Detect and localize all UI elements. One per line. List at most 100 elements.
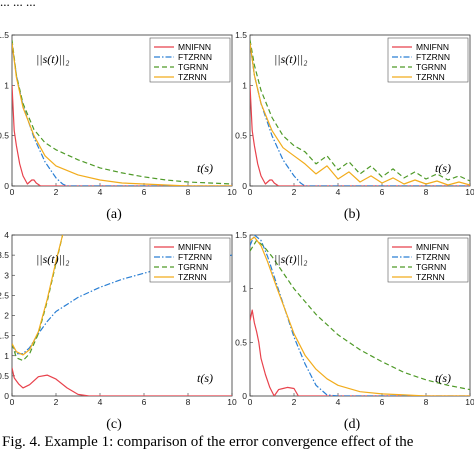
y-tick-label: 3	[4, 270, 9, 280]
figure-caption: Fig. 4. Example 1: comparison of the err…	[2, 434, 414, 450]
x-tick-label: 0	[10, 187, 15, 197]
y-tick-label: 0.5	[0, 131, 9, 141]
x-tick-label: 8	[186, 187, 191, 197]
series-line-tzrnn	[250, 43, 470, 186]
subfigure-label-a: (a)	[106, 207, 122, 222]
y-tick-label: 1	[4, 80, 9, 90]
norm-label: ||s(t)||₂	[274, 52, 307, 66]
legend-label: FTZRNN	[416, 252, 450, 262]
x-tick-label: 6	[142, 397, 147, 407]
time-axis-label: t(s)	[197, 161, 213, 175]
series-line-mnifnn	[12, 367, 232, 396]
series-line-tzrnn	[12, 43, 232, 186]
x-tick-label: 0	[10, 397, 15, 407]
y-tick-label: 1	[242, 80, 247, 90]
legend-label: MNIFNN	[416, 42, 449, 52]
legend-label: TZRNN	[416, 72, 445, 82]
series-line-tzrnn	[12, 235, 64, 356]
y-tick-label: 1.5	[235, 30, 247, 40]
x-tick-label: 8	[424, 397, 429, 407]
series-group	[12, 39, 232, 186]
y-tick-label: 2	[4, 311, 9, 321]
series-group	[250, 235, 470, 396]
y-tick-label: 4	[4, 230, 9, 240]
panel-c: 0 2 4 6 8 10 0 0.5 1 1.5 2 2.5 3 3.5 4 ||s(t)||₂ t(s) MNI…	[0, 230, 237, 407]
time-axis-label: t(s)	[435, 161, 451, 175]
legend-label: MNIFNN	[416, 242, 449, 252]
legend-label: FTZRNN	[178, 252, 212, 262]
series-line-mnifnn	[12, 85, 232, 186]
y-tick-label: 1.5	[0, 30, 9, 40]
legend-label: TGRNN	[416, 62, 446, 72]
series-group	[250, 39, 470, 186]
x-tick-label: 8	[186, 397, 191, 407]
series-line-tzrnn	[250, 236, 470, 396]
legend-label: TGRNN	[416, 262, 446, 272]
legend-label: FTZRNN	[416, 52, 450, 62]
y-tick-label: 0	[242, 181, 247, 191]
legend-label: FTZRNN	[178, 52, 212, 62]
norm-label: ||s(t)||₂	[36, 52, 69, 66]
series-line-tgrnn	[250, 239, 470, 391]
legend-label: TZRNN	[416, 272, 445, 282]
x-tick-label: 4	[336, 397, 341, 407]
x-tick-label: 4	[336, 187, 341, 197]
y-tick-label: 3.5	[0, 250, 9, 260]
x-tick-label: 10	[465, 187, 474, 197]
series-line-tgrnn	[12, 39, 232, 185]
x-tick-label: 6	[380, 187, 385, 197]
x-tick-label: 4	[98, 187, 103, 197]
series-line-tgrnn	[250, 39, 470, 182]
y-tick-label: 0	[242, 391, 247, 401]
legend-box	[149, 237, 231, 283]
panel-b: 0 2 4 6 8 10 0 0.5 1 1.5 ||s(t)||₂ t(s) MNIFNNFTZRNN…	[235, 30, 474, 197]
x-tick-label: 8	[424, 187, 429, 197]
y-tick-label: 2.5	[0, 290, 9, 300]
y-tick-label: 1.5	[235, 230, 247, 240]
x-tick-label: 2	[54, 397, 59, 407]
legend-label: TZRNN	[178, 72, 207, 82]
norm-label: ||s(t)||₂	[274, 252, 307, 266]
legend-box	[387, 237, 469, 283]
series-line-mnifnn	[250, 85, 470, 186]
subfigure-label-b: (b)	[344, 207, 361, 222]
x-tick-label: 10	[227, 187, 237, 197]
norm-label: ||s(t)||₂	[36, 252, 69, 266]
y-tick-label: 1	[242, 284, 247, 294]
y-tick-label: 1	[4, 351, 9, 361]
subfigure-label-d: (d)	[344, 417, 361, 432]
legend-label: TGRNN	[178, 62, 208, 72]
y-tick-label: 1.5	[0, 331, 9, 341]
x-tick-label: 0	[248, 397, 253, 407]
y-tick-label: 0.5	[0, 371, 9, 381]
x-tick-label: 10	[465, 397, 474, 407]
legend-label: TGRNN	[178, 262, 208, 272]
panel-d: 0 2 4 6 8 10 0 0.5 1 1.5 ||s(t)||₂ t(s) MNIFNNFTZRNN…	[235, 230, 474, 407]
x-tick-label: 2	[54, 187, 59, 197]
legend-label: MNIFNN	[178, 242, 211, 252]
y-tick-label: 0.5	[235, 337, 247, 347]
x-tick-label: 10	[227, 397, 237, 407]
x-tick-label: 6	[142, 187, 147, 197]
x-tick-label: 4	[98, 397, 103, 407]
series-line-tgrnn	[12, 235, 64, 362]
y-tick-label: 0	[4, 391, 9, 401]
legend-label: MNIFNN	[178, 42, 211, 52]
series-group	[12, 235, 232, 396]
subfigure-label-c: (c)	[106, 417, 122, 432]
x-tick-label: 2	[292, 397, 297, 407]
panel-a: 0 2 4 6 8 10 0 0.5 1 1.5 ||s(t)||₂ t(s) MNIFNNFTZRNN…	[0, 30, 237, 197]
legend-label: TZRNN	[178, 272, 207, 282]
top-cut-text: ... ... ...	[0, 0, 36, 9]
y-tick-label: 0.5	[235, 131, 247, 141]
legend-box	[149, 37, 231, 83]
x-tick-label: 0	[248, 187, 253, 197]
series-line-mnifnn	[250, 309, 470, 396]
series-line-ftzrnn	[12, 254, 232, 355]
time-axis-label: t(s)	[435, 371, 451, 385]
y-tick-label: 0	[4, 181, 9, 191]
legend-box	[387, 37, 469, 83]
x-tick-label: 6	[380, 397, 385, 407]
time-axis-label: t(s)	[197, 371, 213, 385]
